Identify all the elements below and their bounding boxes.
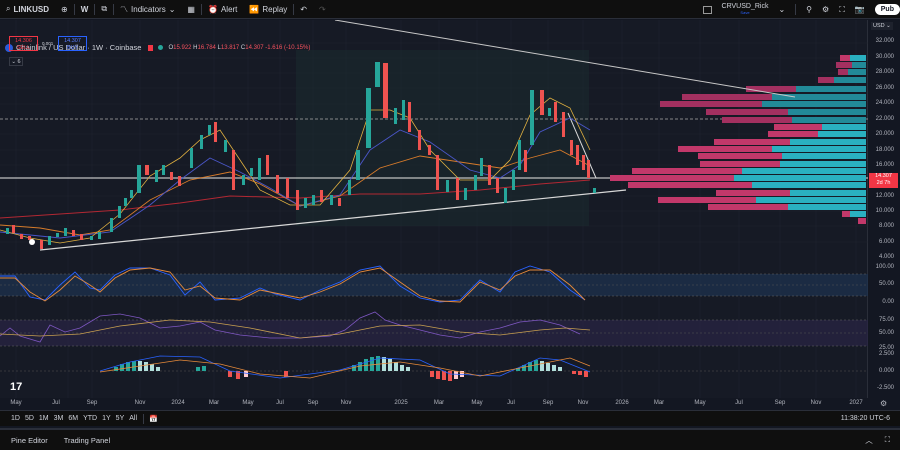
- volume-profile: [610, 55, 866, 224]
- currency-selector[interactable]: USD ⌄: [871, 22, 893, 30]
- indicators-icon: 〽: [120, 4, 129, 14]
- publish-button[interactable]: Pub: [874, 4, 900, 15]
- templates-button[interactable]: ▦: [181, 0, 201, 18]
- camera-icon[interactable]: 📷: [854, 5, 865, 14]
- bottom-panel-bar: Pine Editor Trading Panel ︿ ⛶: [0, 428, 900, 450]
- search-icon: ⌕: [6, 4, 11, 13]
- chart-type-button[interactable]: ⧉: [95, 0, 113, 18]
- range-6m[interactable]: 6M: [68, 415, 79, 422]
- plus-circle-icon: ⊕: [61, 4, 68, 14]
- redo-button[interactable]: ↷: [313, 0, 332, 18]
- rewind-icon: ⏪: [249, 4, 260, 14]
- compare-button[interactable]: ⊕: [55, 0, 74, 18]
- alarm-icon: ⏰: [207, 4, 218, 14]
- price-axis[interactable]: 32.000 30.000 28.000 26.000 24.000 22.00…: [868, 20, 900, 398]
- fullscreen-icon[interactable]: ⛶: [839, 4, 845, 14]
- chart-canvas: 17: [0, 20, 868, 398]
- chevron-down-icon: ⌄: [168, 4, 176, 14]
- axis-settings-icon[interactable]: ⚙: [880, 399, 888, 408]
- ohlc-values: O15.922 H16.784 L13.817 C14.307 -1.616 (…: [168, 44, 311, 51]
- svg-text:17: 17: [10, 381, 22, 393]
- chevron-up-icon[interactable]: ︿: [865, 435, 873, 445]
- market-status-icon: [158, 45, 164, 50]
- flag-icon[interactable]: [148, 44, 154, 51]
- interval-button[interactable]: W: [80, 4, 89, 14]
- tab-pine-editor[interactable]: Pine Editor: [11, 435, 48, 445]
- range-5y[interactable]: 5Y: [115, 415, 125, 422]
- buy-button[interactable]: 14.307 BUY: [58, 36, 87, 51]
- indicators-collapse-button[interactable]: ⌄ 6: [9, 57, 23, 66]
- redo-icon: ↷: [318, 4, 326, 14]
- range-all[interactable]: All: [129, 415, 138, 422]
- range-1y[interactable]: 1Y: [102, 415, 111, 422]
- alert-button[interactable]: ⏰ Alert: [207, 4, 238, 14]
- settings-gear-icon[interactable]: ⚙: [822, 5, 830, 14]
- date-range-bar: 1D 5D 1M 3M 6M YTD 1Y 5Y All 📅 11:38:20 …: [0, 410, 900, 426]
- sell-button[interactable]: 14.306 SELL: [9, 36, 38, 51]
- range-ytd[interactable]: YTD: [83, 415, 98, 422]
- go-to-date-icon[interactable]: 📅: [149, 415, 158, 423]
- clock-time[interactable]: 11:38:20 UTC-6: [840, 415, 890, 422]
- layout-name-button[interactable]: CRVUSD_Rick Save: [721, 2, 769, 15]
- undo-button[interactable]: ↶: [294, 0, 313, 18]
- grid-icon: ▦: [187, 4, 195, 14]
- spread-value: 0.001: [42, 41, 54, 46]
- range-3m[interactable]: 3M: [53, 415, 64, 422]
- maximize-panel-icon[interactable]: ⛶: [884, 435, 890, 444]
- top-toolbar: ⌕ LINKUSD ⊕ W ⧉ 〽 Indicators ⌄ ▦ ⏰ Alert…: [0, 0, 900, 19]
- time-axis[interactable]: May Jul Sep Nov 2024 Mar May Jul Sep Nov…: [0, 398, 868, 410]
- candles: [6, 62, 596, 249]
- chevron-down-icon[interactable]: ⌄: [778, 5, 786, 14]
- quick-search-icon[interactable]: ⚲: [806, 5, 813, 14]
- candles-icon: ⧉: [101, 4, 108, 13]
- current-price-label: 14.307 2d 7h: [869, 173, 898, 188]
- symbol-title: Chainlink / US Dollar · 1W · Coinbase: [16, 43, 142, 52]
- range-1d[interactable]: 1D: [11, 415, 20, 422]
- layout-icon[interactable]: [702, 5, 712, 14]
- chart-pane[interactable]: 17 Chainlink / US Dollar · 1W · Coinbase…: [0, 20, 868, 398]
- range-5d[interactable]: 5D: [24, 415, 34, 422]
- undo-icon: ↶: [300, 4, 307, 14]
- symbol-search-button[interactable]: ⌕ LINKUSD: [6, 4, 50, 14]
- replay-button[interactable]: ⏪ Replay: [249, 4, 288, 14]
- indicators-button[interactable]: 〽 Indicators ⌄: [120, 4, 176, 14]
- range-1m[interactable]: 1M: [38, 415, 49, 422]
- tab-trading-panel[interactable]: Trading Panel: [63, 435, 111, 445]
